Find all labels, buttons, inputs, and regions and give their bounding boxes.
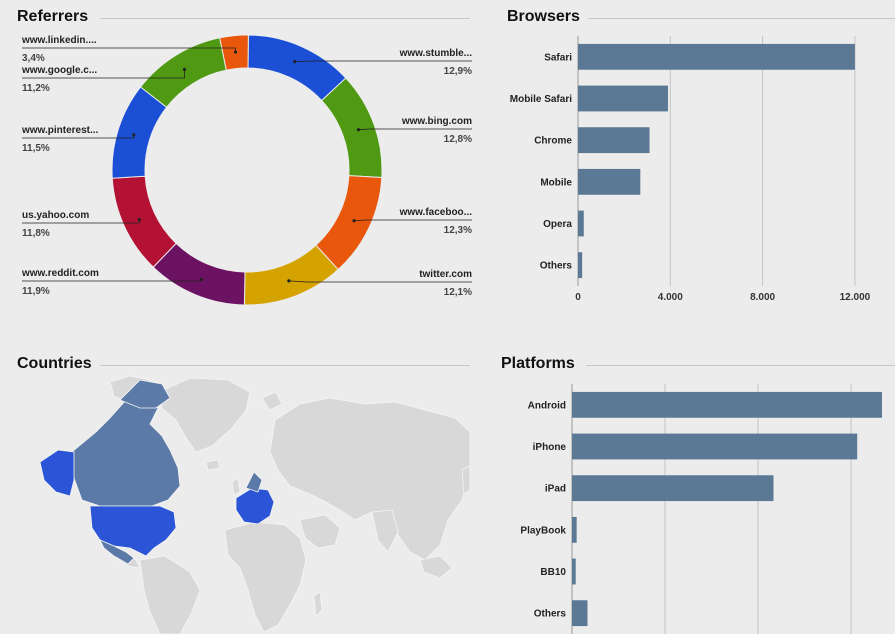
x-tick-label: 12.000 [840,292,871,303]
slice-label: twitter.com [419,269,472,280]
referrers-title: Referrers [17,8,89,25]
slice-label: us.yahoo.com [22,210,89,221]
x-tick-label: 8.000 [750,292,775,303]
map-uk [231,477,241,495]
slice-marker [233,50,238,54]
slice-value-label: 12,3% [444,225,472,236]
bar[interactable] [572,516,577,543]
map-land [98,375,471,634]
slice-value-label: 3,4% [22,53,45,64]
map-canada-islands [119,379,171,409]
map-iceland [205,459,221,471]
slice-leader-line [288,280,472,283]
slice-leader-line [22,279,202,282]
map-south-america [139,555,201,634]
slice-leader-line [294,60,472,62]
map-alaska [39,449,75,497]
category-label: iPad [545,484,566,495]
bar[interactable] [572,433,858,460]
category-label: Mobile [540,177,572,188]
referrers-donut-chart: www.stumble... 12,9% www.bing.com 12,8% www.… [21,34,473,306]
map-mexico [99,539,135,565]
map-madagascar [313,591,323,617]
category-label: Others [534,609,567,620]
slice-leader-line [22,69,185,79]
slice-label: www.faceboo... [399,207,473,218]
bar[interactable] [572,600,588,627]
slice-leader-line [22,47,236,53]
map-greenland [159,377,251,453]
map-highlighted-countries [39,379,275,565]
browsers-bar-chart: Safari Mobile Safari Chrome Mobile Opera Othe… [510,36,871,303]
slice-label: www.bing.com [401,116,472,127]
map-scandinavia [245,471,263,493]
category-label: Chrome [534,136,572,147]
category-label: iPhone [533,442,567,453]
countries-title: Countries [17,355,92,372]
bar[interactable] [572,391,882,418]
bar[interactable] [578,210,584,237]
bar[interactable] [572,475,774,502]
slice-label: www.pinterest... [21,125,99,136]
slice-value-label: 12,9% [444,66,472,77]
slice-leader-line [358,128,472,131]
map-india [371,509,399,553]
slice-value-label: 12,8% [444,134,472,145]
x-tick-label: 4.000 [658,292,683,303]
category-label: Android [528,400,566,411]
category-label: Opera [543,219,572,230]
bar[interactable] [578,43,855,70]
category-label: Mobile Safari [510,94,572,105]
bar[interactable] [578,85,668,112]
category-label: BB10 [540,567,566,578]
countries-title-rule [100,365,470,366]
map-canada [71,395,181,507]
bar[interactable] [578,168,641,195]
bar[interactable] [572,558,576,585]
slice-value-label: 11,2% [22,83,50,94]
browsers-title-rule [588,18,895,19]
map-japan [461,465,471,495]
slice-value-label: 11,5% [22,143,50,154]
slice-label: www.stumble... [399,48,473,59]
slice-value-label: 12,1% [444,287,472,298]
bar[interactable] [578,127,650,154]
map-se-asia [419,555,453,579]
donut-slice[interactable] [219,34,249,71]
platforms-title-rule [586,365,895,366]
slice-value-label: 11,9% [22,286,50,297]
category-label: PlayBook [520,525,566,536]
slice-label: www.google.c... [21,65,97,76]
slice-label: www.linkedin.... [21,35,97,46]
slice-leader-line [22,134,135,139]
slice-value-label: 11,8% [22,228,50,239]
map-svalbard [261,391,283,411]
slice-leader-line [22,219,140,224]
browsers-title: Browsers [507,8,580,25]
x-tick-label: 0 [575,292,581,303]
referrers-title-rule [100,18,470,19]
slice-leader-line [354,219,472,222]
countries-world-map [39,375,471,634]
slice-marker [137,217,141,222]
bar[interactable] [578,252,583,279]
map-africa [224,521,307,633]
map-middle-east [299,514,341,549]
platforms-title: Platforms [501,355,575,372]
category-label: Safari [544,52,572,63]
category-label: Others [540,261,573,272]
slice-label: www.reddit.com [21,268,99,279]
